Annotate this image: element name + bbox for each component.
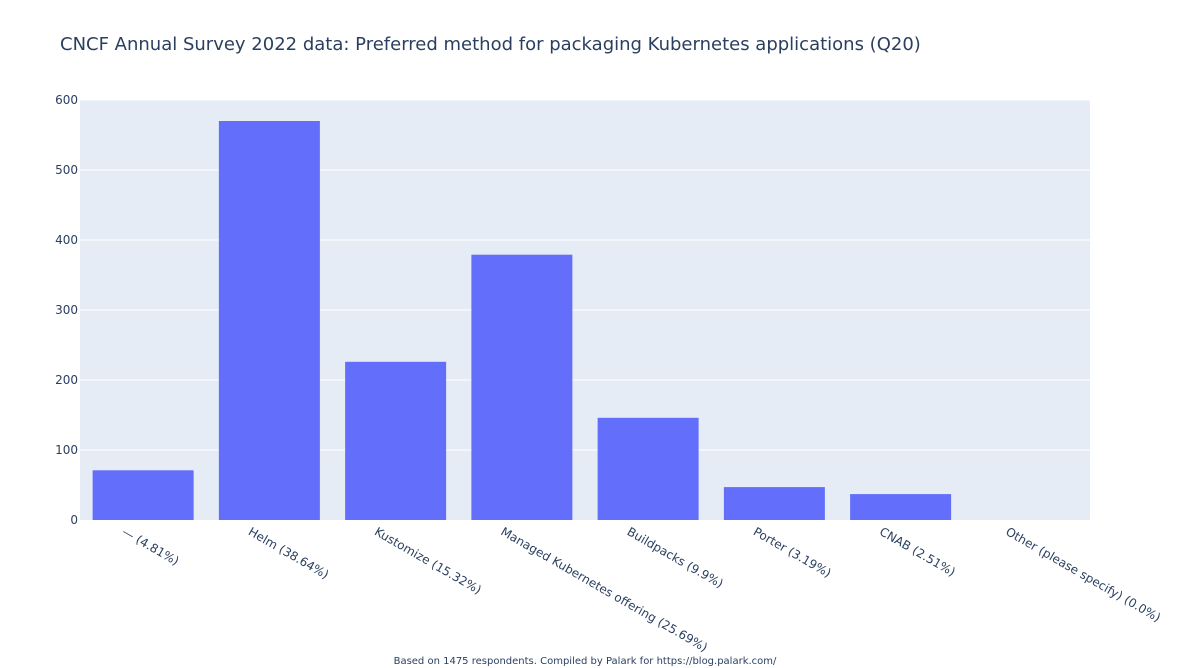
x-tick-label: Other (please specify) (0.0%) — [1003, 524, 1163, 624]
y-tick-label: 200 — [55, 373, 78, 387]
bar — [723, 487, 825, 520]
x-tick-label: — (4.81%) — [120, 524, 182, 568]
bar — [597, 417, 699, 520]
footnote: Based on 1475 respondents. Compiled by P… — [394, 656, 777, 667]
chart-title: CNCF Annual Survey 2022 data: Preferred … — [60, 34, 921, 55]
x-tick-label: Porter (3.19%) — [751, 524, 834, 580]
y-tick-label: 400 — [55, 233, 78, 247]
y-tick-label: 0 — [70, 513, 78, 527]
bar — [345, 361, 447, 520]
bar — [92, 470, 194, 520]
x-tick-label: Kustomize (15.32%) — [372, 524, 484, 597]
x-tick-label: Managed Kubernetes offering (25.69%) — [498, 524, 710, 654]
bars — [92, 121, 952, 520]
y-tick-label: 500 — [55, 163, 78, 177]
x-tick-label: Buildpacks (9.9%) — [625, 524, 726, 590]
bar — [218, 121, 320, 520]
x-axis-ticks: — (4.81%) Helm (38.64%) Kustomize (15.32%)… — [120, 524, 1163, 654]
y-tick-label: 600 — [55, 93, 78, 107]
x-tick-label: CNAB (2.51%) — [877, 524, 958, 579]
bar — [850, 494, 952, 520]
bar — [471, 254, 573, 520]
y-tick-label: 300 — [55, 303, 78, 317]
y-axis-ticks: 0 100 200 300 400 500 600 — [55, 93, 78, 527]
y-tick-label: 100 — [55, 443, 78, 457]
x-tick-label: Helm (38.64%) — [246, 524, 331, 581]
